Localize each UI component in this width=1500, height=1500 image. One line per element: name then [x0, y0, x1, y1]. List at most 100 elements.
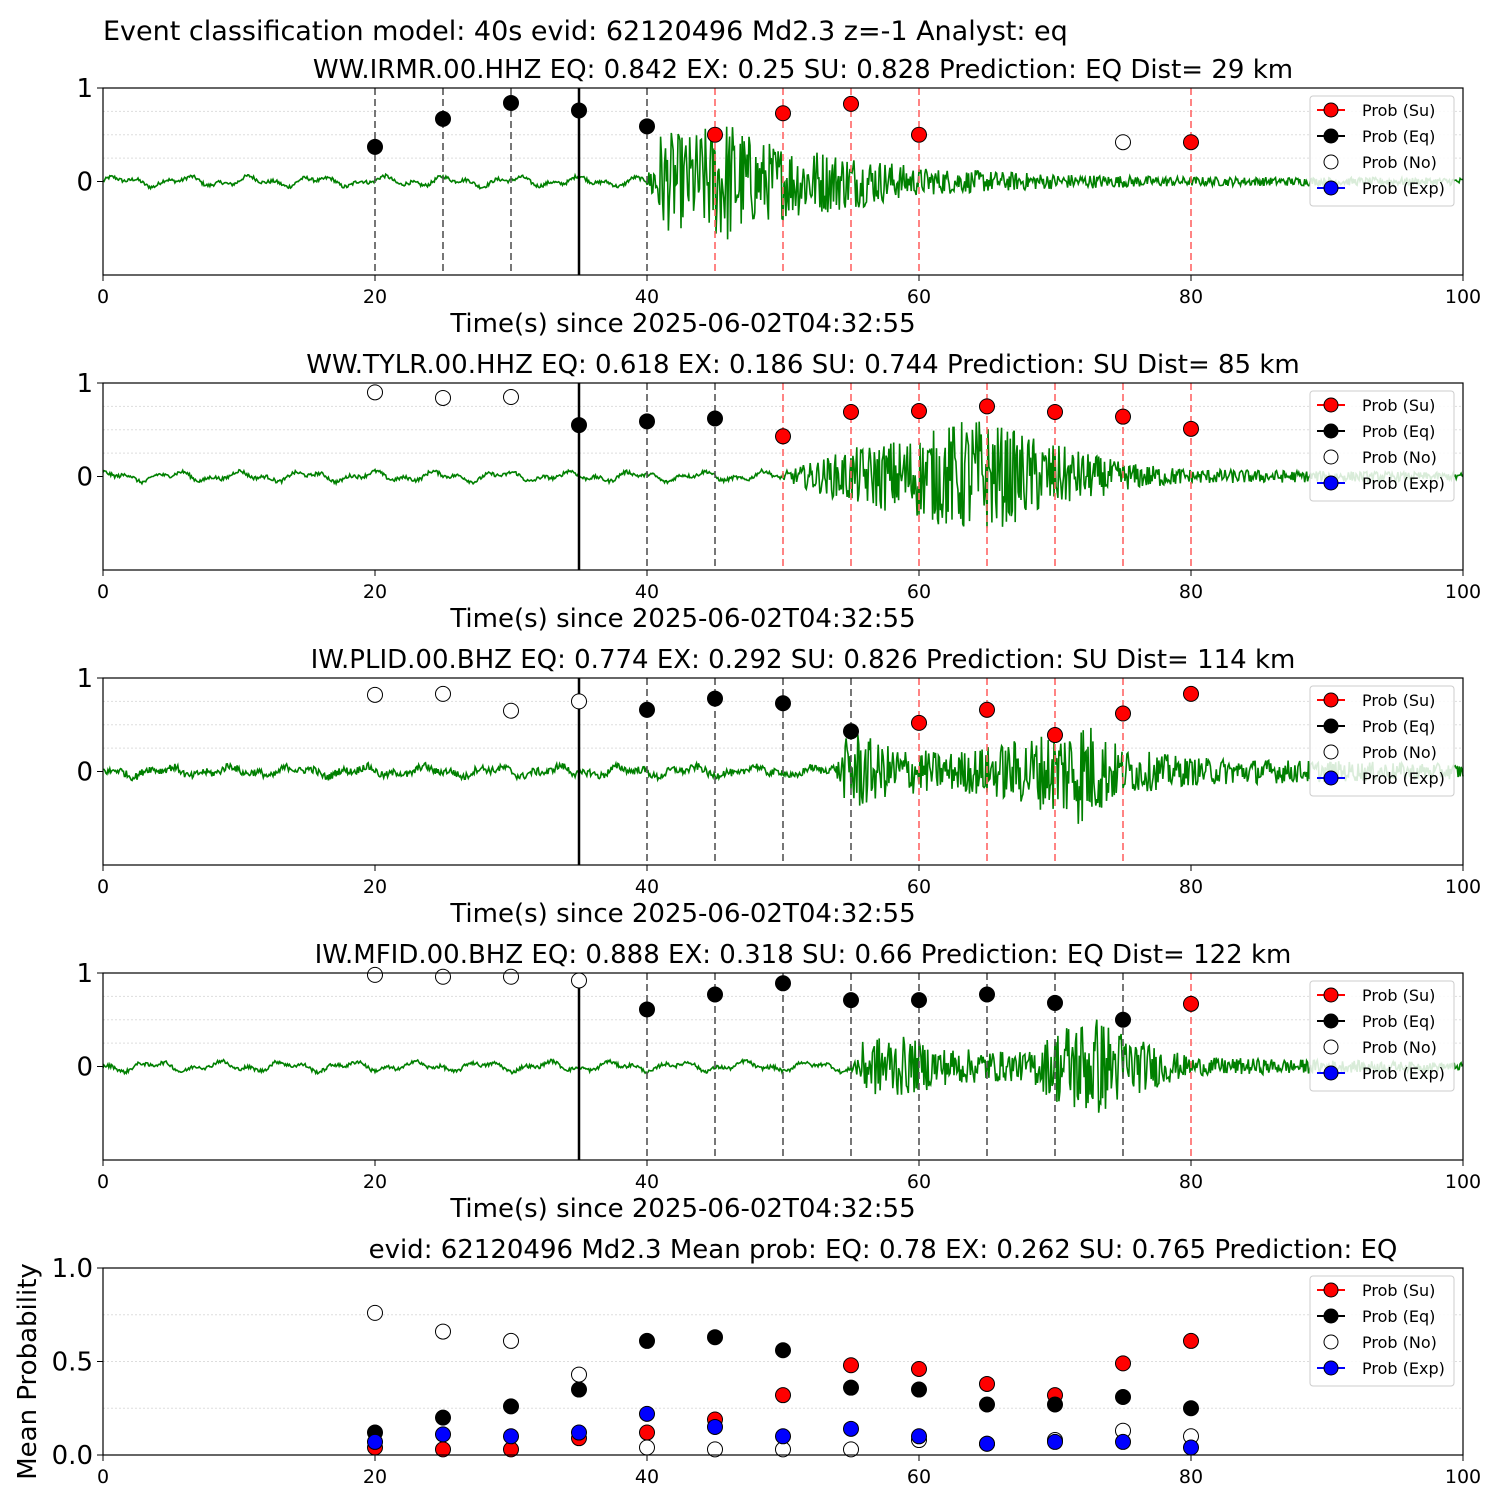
x-tick-label: 0	[97, 1466, 109, 1488]
legend-label: Prob (Su)	[1362, 101, 1435, 120]
x-tick-label: 0	[97, 581, 109, 603]
eq-point	[503, 94, 519, 111]
x-tick-label: 60	[907, 876, 931, 898]
legend-label: Prob (Exp)	[1362, 474, 1445, 493]
eq-point	[979, 1396, 995, 1413]
x-tick-label: 40	[635, 1171, 659, 1193]
legend-label: Prob (No)	[1362, 1333, 1437, 1352]
su-point	[707, 126, 723, 143]
eq-point	[435, 110, 451, 127]
eq-point	[639, 413, 655, 430]
no-point	[435, 389, 451, 406]
x-tick-label: 0	[97, 1171, 109, 1193]
waveform-trace	[102, 1019, 1464, 1113]
legend-marker	[1323, 128, 1339, 144]
exp-point	[1115, 1433, 1131, 1450]
no-point	[435, 968, 451, 985]
su-point	[979, 701, 995, 718]
su-point	[1183, 134, 1199, 151]
no-point	[571, 693, 587, 710]
eq-point	[639, 1001, 655, 1018]
su-point	[1183, 685, 1199, 702]
x-tick-label: 80	[1179, 286, 1203, 308]
su-point	[1115, 408, 1131, 425]
x-tick-label: 20	[363, 1466, 387, 1488]
y-tick-label: 0.5	[52, 1348, 93, 1378]
eq-point	[1047, 1396, 1063, 1413]
y-tick-label: 1	[76, 369, 93, 399]
exp-point	[639, 1405, 655, 1422]
x-axis-label: Time(s) since 2025-06-02T04:32:55	[449, 604, 915, 634]
legend-marker	[1323, 1013, 1339, 1029]
y-tick-label: 1.0	[52, 1254, 93, 1284]
waveform-trace	[102, 126, 1464, 240]
legend-marker	[1323, 1039, 1339, 1055]
no-point	[503, 389, 519, 406]
legend-label: Prob (Su)	[1362, 1281, 1435, 1300]
exp-point	[503, 1428, 519, 1445]
y-tick-label: 0	[76, 168, 93, 198]
exp-point	[843, 1420, 859, 1437]
legend-label: Prob (No)	[1362, 153, 1437, 172]
no-point	[571, 1366, 587, 1383]
eq-point	[571, 417, 587, 434]
su-point	[979, 398, 995, 415]
no-point	[367, 966, 383, 983]
station-panel-2: WW.TYLR.00.HHZ EQ: 0.618 EX: 0.186 SU: 0…	[76, 350, 1481, 634]
su-point	[843, 95, 859, 112]
eq-point	[775, 975, 791, 992]
eq-point	[639, 1332, 655, 1349]
eq-point	[435, 1409, 451, 1426]
panel-title: WW.TYLR.00.HHZ EQ: 0.618 EX: 0.186 SU: 0…	[306, 350, 1299, 380]
x-tick-label: 0	[97, 876, 109, 898]
no-point	[707, 1441, 723, 1458]
y-tick-label: 1	[76, 74, 93, 104]
legend-box	[1309, 1275, 1455, 1387]
x-tick-label: 40	[635, 876, 659, 898]
legend-marker	[1323, 718, 1339, 734]
exp-point	[775, 1428, 791, 1445]
legend-marker	[1323, 397, 1339, 413]
su-point	[639, 1424, 655, 1441]
legend-box	[1309, 980, 1455, 1092]
x-tick-label: 20	[363, 1171, 387, 1193]
x-axis-label: Time(s) since 2025-06-02T04:32:55	[449, 309, 915, 339]
no-point	[367, 384, 383, 401]
x-tick-label: 100	[1445, 581, 1481, 603]
no-point	[843, 1441, 859, 1458]
x-tick-label: 100	[1445, 1171, 1481, 1193]
legend-marker	[1323, 770, 1339, 786]
eq-point	[1047, 994, 1063, 1011]
y-axis-label: Mean Probability	[13, 1263, 43, 1480]
station-panel-1: WW.IRMR.00.HHZ EQ: 0.842 EX: 0.25 SU: 0.…	[76, 55, 1481, 339]
eq-point	[911, 992, 927, 1009]
panel-title: evid: 62120496 Md2.3 Mean prob: EQ: 0.78…	[369, 1235, 1398, 1265]
legend-label: Prob (Eq)	[1362, 717, 1435, 736]
exp-point	[435, 1426, 451, 1443]
su-point	[843, 1357, 859, 1374]
eq-point	[639, 118, 655, 135]
exp-point	[1183, 1439, 1199, 1456]
x-tick-label: 60	[907, 1466, 931, 1488]
su-point	[1047, 727, 1063, 744]
x-tick-label: 60	[907, 1171, 931, 1193]
no-point	[367, 1304, 383, 1321]
x-axis-label: Time(s) since 2025-06-02T04:32:55	[449, 1194, 915, 1224]
y-tick-label: 0	[76, 1053, 93, 1083]
no-point	[435, 1323, 451, 1340]
legend-box	[1309, 95, 1455, 207]
eq-point	[503, 1398, 519, 1415]
eq-point	[1183, 1400, 1199, 1417]
legend-marker	[1323, 449, 1339, 465]
x-tick-label: 80	[1179, 1171, 1203, 1193]
y-tick-label: 0	[76, 463, 93, 493]
legend-label: Prob (Su)	[1362, 396, 1435, 415]
eq-point	[843, 723, 859, 740]
legend-box	[1309, 685, 1455, 797]
x-tick-label: 80	[1179, 581, 1203, 603]
exp-point	[571, 1424, 587, 1441]
panel-title: IW.MFID.00.BHZ EQ: 0.888 EX: 0.318 SU: 0…	[315, 940, 1292, 970]
legend-marker	[1323, 1065, 1339, 1081]
y-tick-label: 0.0	[52, 1441, 93, 1471]
legend-marker	[1323, 154, 1339, 170]
